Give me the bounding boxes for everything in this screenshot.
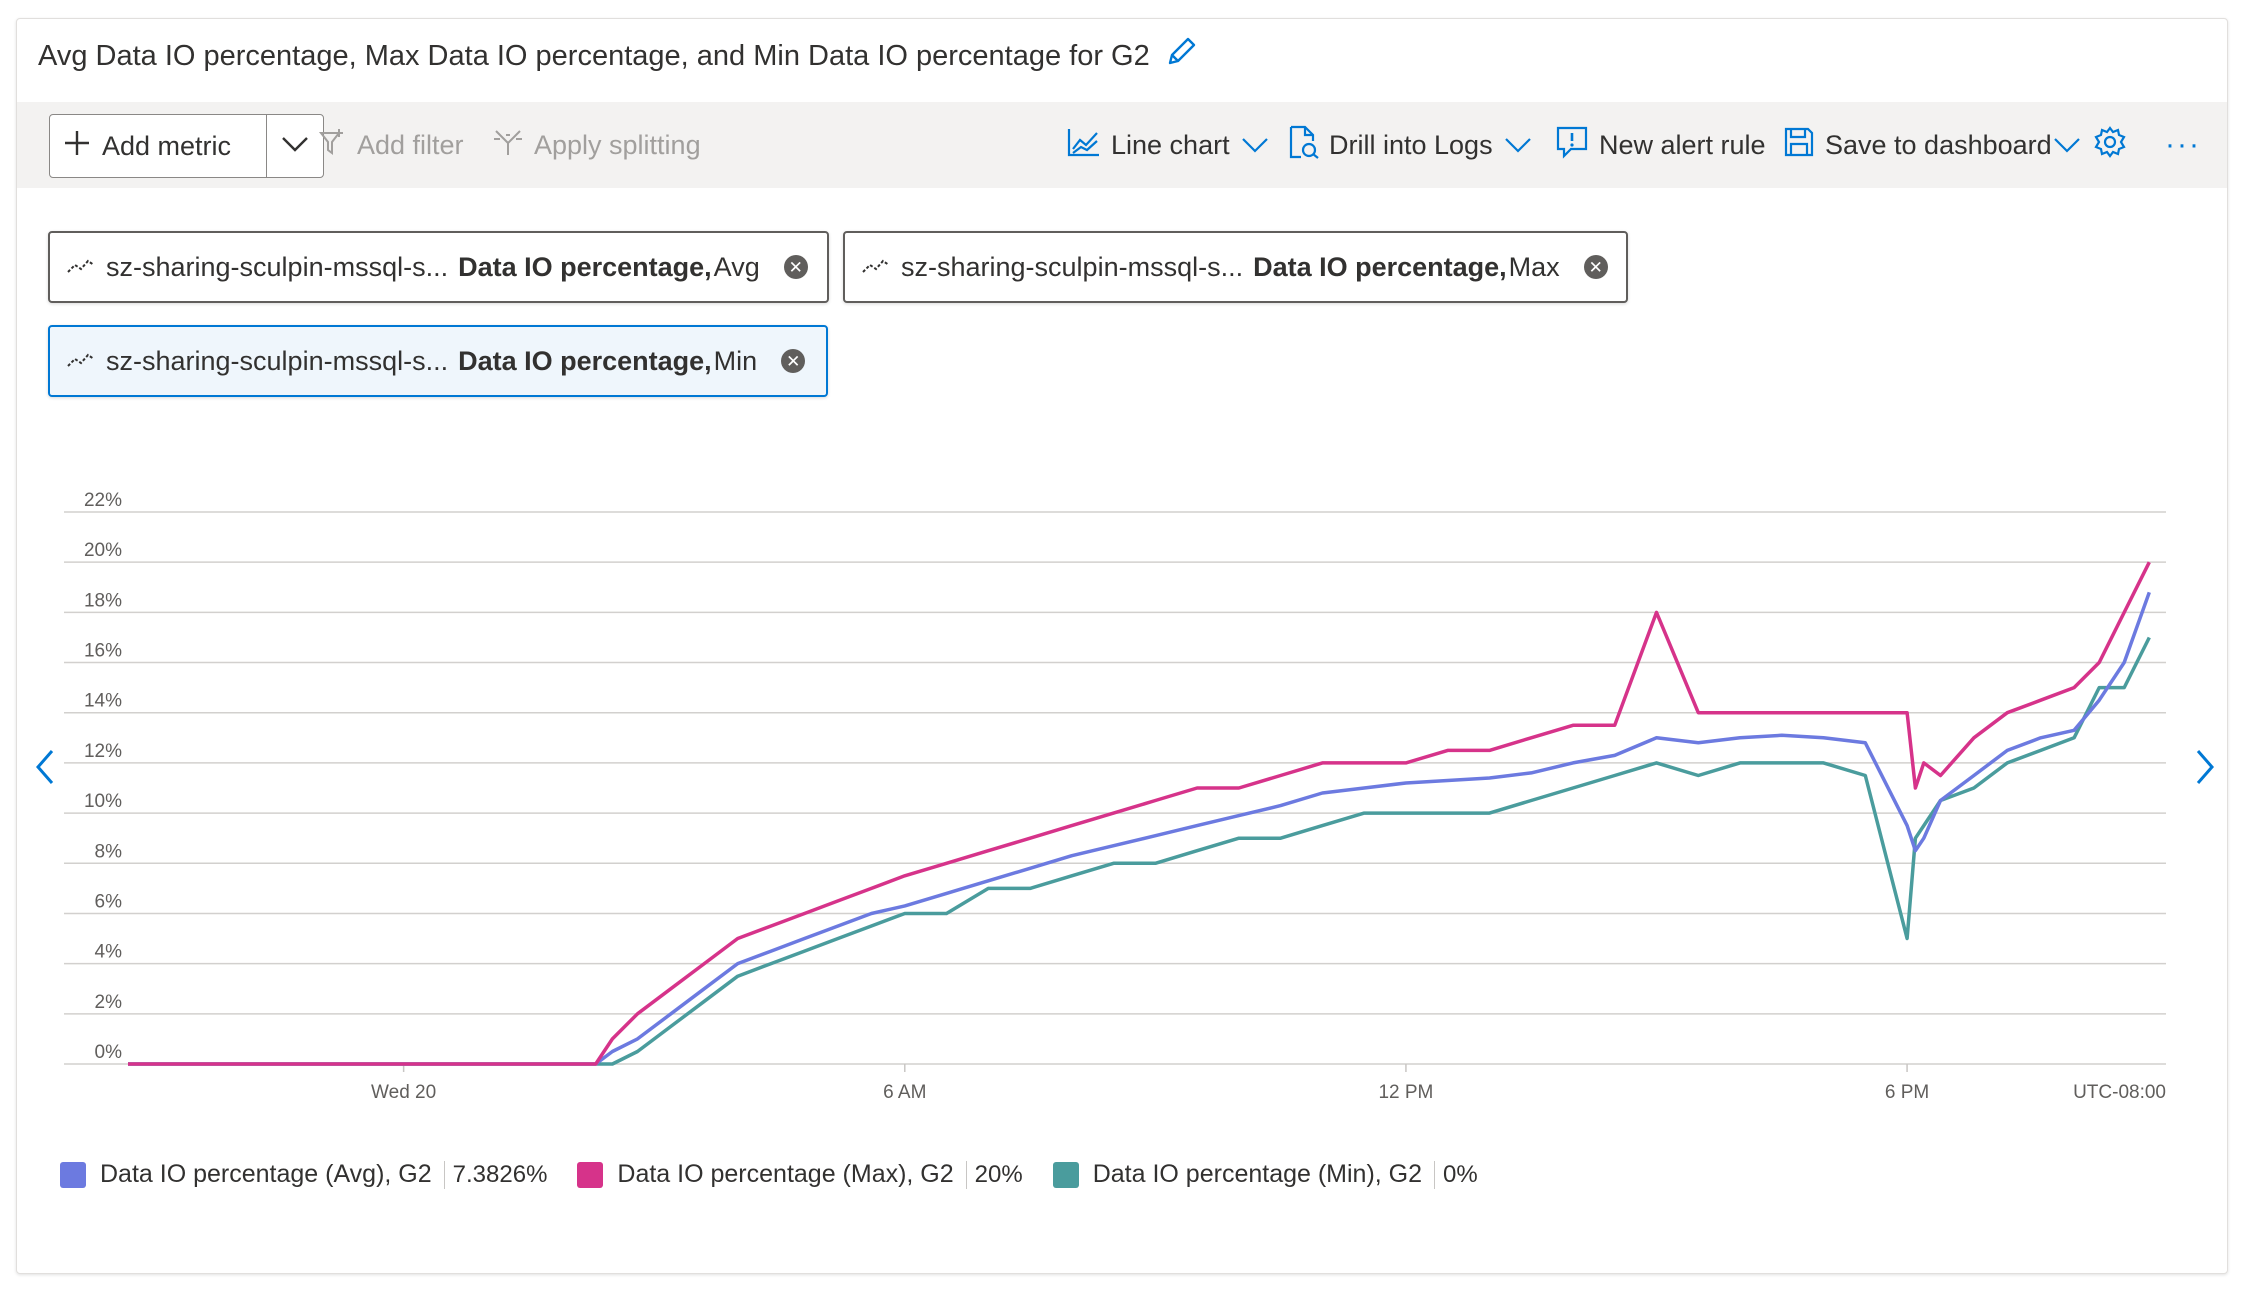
pill-resource: sz-sharing-sculpin-mssql-s... [106, 345, 449, 376]
series-line-max [128, 561, 2151, 1066]
legend-item-min[interactable]: Data IO percentage (Min), G2 0% [1052, 1160, 1478, 1189]
plus-icon [62, 128, 92, 165]
legend-swatch-min [1052, 1161, 1079, 1188]
pill-metric: Data IO percentage, [458, 345, 712, 376]
y-tick-label: 8% [95, 841, 123, 862]
apply-splitting-button[interactable]: Apply splitting [492, 102, 701, 188]
save-to-dashboard-button[interactable]: Save to dashboard [1783, 102, 2082, 188]
more-icon: ··· [2165, 128, 2201, 161]
legend-label: Data IO percentage (Max), G2 [617, 1160, 954, 1188]
y-tick-label: 16% [84, 641, 122, 662]
add-filter-button[interactable]: Add filter [317, 102, 464, 188]
pill-aggregation: Avg [713, 251, 760, 282]
settings-button[interactable] [2093, 102, 2127, 188]
chevron-down-icon [280, 134, 310, 159]
x-tick-label: 6 AM [883, 1082, 926, 1103]
y-tick-label: 22% [84, 490, 122, 511]
x-tick-label: 12 PM [1378, 1082, 1433, 1103]
save-to-dashboard-label: Save to dashboard [1825, 129, 2052, 160]
gear-icon [2093, 125, 2127, 166]
y-tick-label: 12% [84, 741, 122, 762]
chevron-down-icon [1503, 130, 1533, 161]
apply-splitting-label: Apply splitting [534, 129, 701, 160]
pill-aggregation: Max [1508, 251, 1560, 282]
pill-resource: sz-sharing-sculpin-mssql-s... [901, 251, 1244, 282]
close-icon[interactable]: ✕ [1583, 255, 1608, 279]
line-chart-icon [1067, 127, 1101, 164]
line-chart-icon [66, 252, 96, 283]
legend-label: Data IO percentage (Avg), G2 [100, 1160, 432, 1188]
alert-icon [1555, 125, 1589, 166]
filter-icon [317, 127, 347, 164]
legend-label: Data IO percentage (Min), G2 [1092, 1160, 1423, 1188]
legend-value: 0% [1434, 1160, 1478, 1189]
legend-swatch-avg [60, 1161, 86, 1188]
pill-resource: sz-sharing-sculpin-mssql-s... [106, 251, 449, 282]
close-icon[interactable]: ✕ [783, 255, 808, 279]
y-tick-label: 18% [84, 590, 122, 611]
line-chart-label: Line chart [1111, 129, 1230, 160]
add-metric-button[interactable]: Add metric [49, 114, 324, 178]
legend-value: 7.3826% [443, 1160, 547, 1189]
new-alert-rule-button[interactable]: New alert rule [1555, 102, 1766, 188]
logs-icon [1287, 125, 1319, 166]
pencil-icon[interactable] [1164, 35, 1198, 77]
line-chart-icon [861, 252, 891, 283]
chart-title-row: Avg Data IO percentage, Max Data IO perc… [38, 34, 1198, 78]
metric-pill-avg[interactable]: sz-sharing-sculpin-mssql-s... Data IO pe… [48, 231, 829, 303]
y-tick-label: 2% [95, 992, 123, 1013]
line-chart-button[interactable]: Line chart [1067, 102, 1270, 188]
toolbar: Add metric Add filter Apply splitting Li… [17, 102, 2227, 188]
series-line-min [128, 636, 2151, 1066]
x-tick-label: 6 PM [1885, 1082, 1929, 1103]
timezone-label: UTC-08:00 [2073, 1082, 2166, 1103]
legend-swatch-max [577, 1161, 604, 1188]
y-tick-label: 6% [95, 891, 123, 912]
metric-pill-min[interactable]: sz-sharing-sculpin-mssql-s... Data IO pe… [48, 325, 828, 397]
add-metric-label: Add metric [102, 130, 232, 161]
x-tick-label: Wed 20 [371, 1082, 436, 1103]
split-icon [492, 127, 524, 164]
more-options-button[interactable]: ··· [2165, 102, 2201, 188]
series-line-avg [128, 591, 2151, 1066]
drill-into-logs-button[interactable]: Drill into Logs [1287, 102, 1533, 188]
new-alert-rule-label: New alert rule [1599, 129, 1766, 160]
legend-value: 20% [965, 1160, 1023, 1189]
metric-pill-max[interactable]: sz-sharing-sculpin-mssql-s... Data IO pe… [843, 231, 1628, 303]
line-chart-icon [66, 346, 96, 377]
chart-legend: Data IO percentage (Avg), G2 7.3826% Dat… [60, 1160, 1508, 1189]
chevron-down-icon [1240, 130, 1270, 161]
pill-metric: Data IO percentage, [458, 251, 712, 282]
y-tick-label: 20% [84, 540, 122, 561]
close-icon[interactable]: ✕ [781, 349, 806, 373]
y-tick-label: 4% [95, 942, 123, 963]
chart-title: Avg Data IO percentage, Max Data IO perc… [38, 39, 1150, 72]
legend-item-avg[interactable]: Data IO percentage (Avg), G2 7.3826% [60, 1160, 547, 1189]
legend-item-max[interactable]: Data IO percentage (Max), G2 20% [577, 1160, 1023, 1189]
y-tick-label: 14% [84, 691, 122, 712]
save-icon [1783, 126, 1815, 165]
add-filter-label: Add filter [357, 129, 464, 160]
chevron-right-icon[interactable] [2190, 745, 2220, 789]
pill-metric: Data IO percentage, [1253, 251, 1507, 282]
y-tick-label: 10% [84, 791, 122, 812]
chevron-left-icon[interactable] [30, 745, 60, 789]
add-metric-dropdown[interactable] [267, 115, 323, 177]
drill-into-logs-label: Drill into Logs [1329, 129, 1493, 160]
chevron-down-icon [2052, 130, 2082, 161]
y-tick-label: 0% [95, 1042, 123, 1063]
pill-aggregation: Min [713, 345, 758, 376]
